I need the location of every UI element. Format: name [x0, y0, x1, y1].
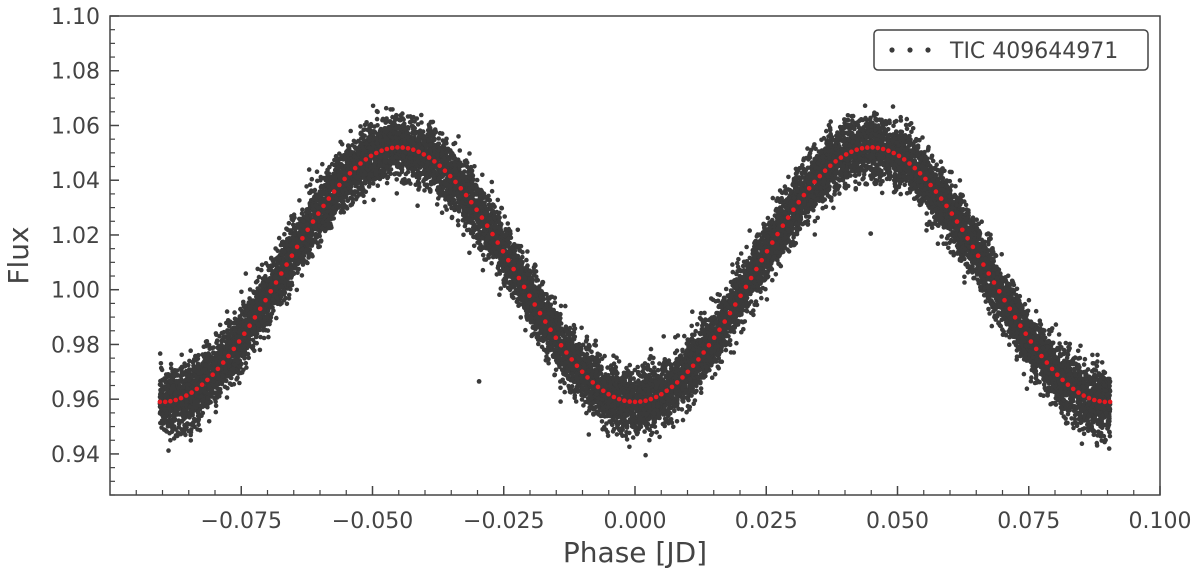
raw-point: [989, 323, 995, 329]
raw-point: [1071, 425, 1076, 431]
raw-point: [744, 308, 750, 314]
raw-point: [383, 119, 389, 125]
raw-point: [723, 347, 729, 353]
raw-point: [362, 199, 367, 205]
raw-point: [299, 273, 305, 278]
raw-point: [698, 386, 704, 391]
raw-point: [845, 113, 851, 118]
raw-point: [920, 135, 925, 140]
raw-point: [764, 297, 770, 302]
raw-point: [259, 267, 264, 273]
raw-point: [1029, 375, 1034, 380]
raw-point: [580, 342, 586, 348]
raw-point: [902, 182, 907, 188]
raw-point: [424, 184, 430, 190]
raw-point: [237, 380, 242, 386]
raw-point: [294, 287, 300, 293]
raw-point: [259, 262, 265, 268]
raw-point: [1057, 341, 1062, 346]
raw-point: [480, 267, 486, 273]
raw-point: [939, 234, 944, 239]
raw-point: [196, 422, 201, 428]
raw-point: [257, 347, 263, 353]
raw-point: [384, 180, 390, 186]
raw-point: [243, 360, 249, 366]
raw-point: [579, 325, 584, 331]
raw-point: [255, 266, 260, 272]
raw-point: [689, 323, 694, 329]
raw-point: [266, 334, 271, 340]
raw-point: [643, 452, 648, 458]
raw-point: [186, 362, 191, 368]
raw-point: [983, 299, 989, 304]
raw-point: [1077, 427, 1082, 433]
raw-point: [589, 349, 594, 355]
raw-point: [187, 358, 192, 364]
raw-point: [553, 367, 559, 373]
raw-point: [489, 188, 495, 194]
raw-point: [1079, 441, 1085, 447]
raw-point: [213, 409, 219, 415]
raw-point: [712, 371, 718, 377]
raw-point: [518, 315, 524, 320]
raw-point: [765, 215, 771, 221]
raw-point: [655, 367, 661, 373]
raw-point: [890, 104, 896, 109]
raw-point: [206, 342, 212, 348]
raw-point: [773, 272, 779, 277]
raw-point: [467, 151, 472, 156]
raw-point: [422, 188, 427, 193]
raw-point: [734, 340, 739, 346]
raw-point: [524, 257, 529, 263]
raw-point: [698, 310, 704, 316]
raw-point: [157, 351, 163, 356]
raw-point: [740, 263, 746, 269]
raw-point: [536, 341, 541, 347]
raw-point: [1107, 433, 1113, 439]
raw-point: [175, 430, 181, 435]
raw-point: [243, 271, 249, 276]
raw-point: [680, 417, 686, 423]
raw-point: [419, 112, 424, 118]
raw-point: [1041, 382, 1047, 387]
raw-point: [1028, 378, 1034, 384]
raw-point: [498, 286, 504, 291]
raw-point: [903, 122, 909, 128]
raw-point: [679, 407, 685, 412]
raw-point: [730, 269, 736, 275]
raw-point: [1026, 297, 1032, 303]
raw-point: [697, 330, 702, 336]
raw-point: [698, 390, 704, 396]
raw-point: [962, 280, 967, 285]
raw-point: [759, 295, 764, 301]
raw-point: [480, 172, 485, 178]
raw-point: [1075, 348, 1081, 354]
raw-point: [1078, 343, 1083, 349]
raw-point: [1076, 416, 1082, 422]
raw-point: [824, 128, 829, 134]
raw-point: [605, 433, 611, 439]
raw-point: [171, 436, 177, 441]
raw-point: [924, 228, 929, 233]
raw-point: [563, 303, 568, 309]
raw-point: [505, 221, 511, 226]
raw-point: [652, 424, 658, 429]
raw-point: [747, 228, 752, 233]
raw-point: [276, 235, 282, 241]
raw-point: [949, 183, 955, 188]
raw-point: [480, 252, 486, 258]
raw-point: [474, 177, 480, 183]
raw-point: [831, 205, 836, 211]
raw-point: [1101, 433, 1107, 439]
raw-point: [717, 292, 722, 298]
raw-point: [168, 361, 174, 367]
raw-point: [856, 181, 862, 187]
raw-point: [375, 123, 380, 128]
raw-point: [1095, 352, 1100, 358]
raw-point: [436, 136, 442, 141]
raw-flux-points: [157, 103, 1113, 458]
raw-point: [437, 130, 443, 136]
